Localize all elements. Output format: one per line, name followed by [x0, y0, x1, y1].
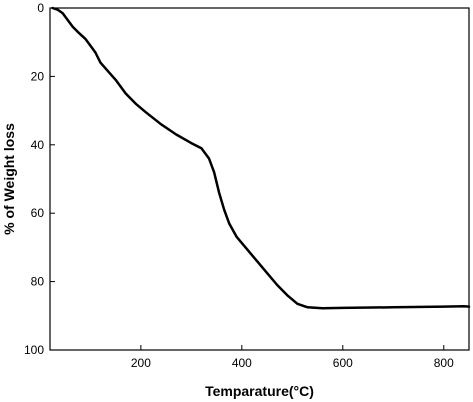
- x-axis-ticks: 200 400 600 800: [131, 345, 454, 370]
- y-tick-label: 100: [24, 343, 44, 357]
- y-tick-label: 20: [31, 69, 45, 83]
- y-axis-ticks: 0 20 40 60 80 100: [24, 1, 55, 357]
- y-tick-label: 0: [37, 1, 44, 15]
- y-tick-label: 80: [31, 275, 45, 289]
- x-tick-label: 400: [232, 356, 252, 370]
- x-tick-label: 600: [333, 356, 353, 370]
- x-tick-label: 800: [434, 356, 454, 370]
- weight-loss-curve: [51, 6, 471, 310]
- plot-frame: [49, 7, 470, 351]
- y-tick-label: 60: [31, 206, 45, 220]
- y-axis-title: % of Weight loss: [1, 123, 17, 235]
- x-axis-title: Temparature(°C): [205, 383, 314, 399]
- x-tick-label: 200: [131, 356, 151, 370]
- y-tick-label: 40: [31, 138, 45, 152]
